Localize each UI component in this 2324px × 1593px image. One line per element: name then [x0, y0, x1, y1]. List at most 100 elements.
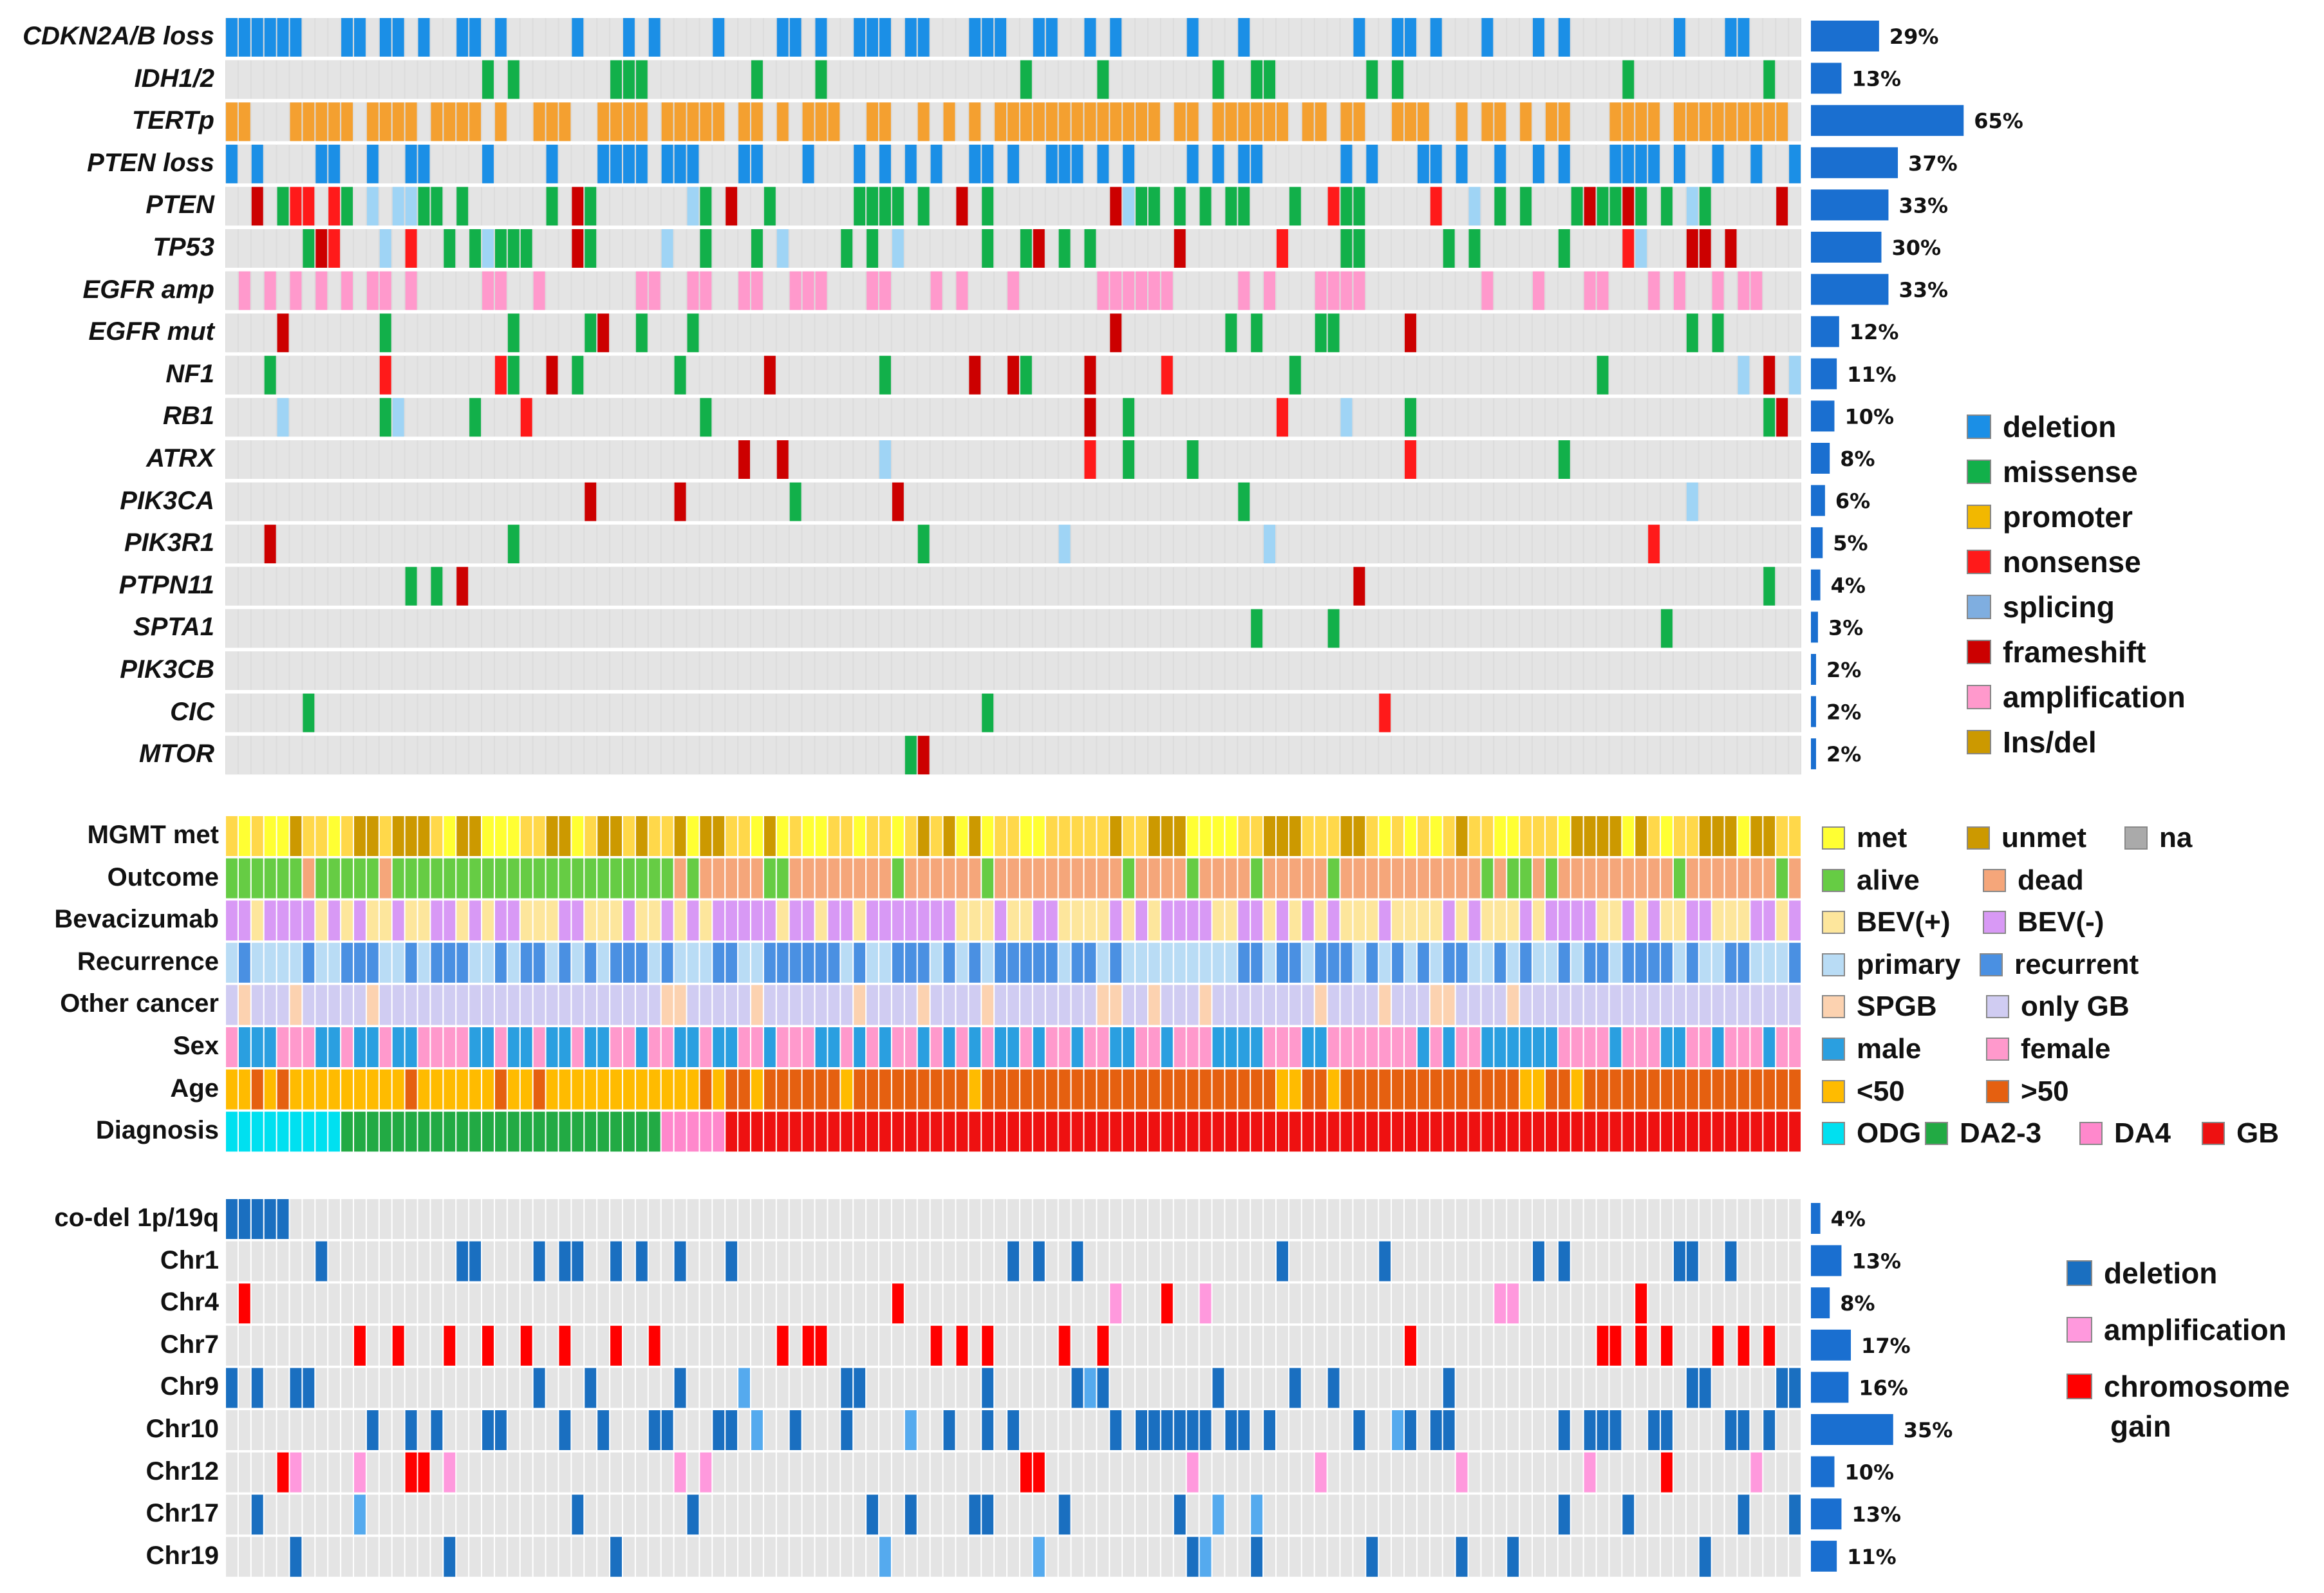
mutation-cell	[995, 609, 1007, 648]
mutation-cell	[1571, 736, 1583, 775]
gene-label: CIC	[170, 697, 214, 726]
mutation-cell	[1123, 440, 1135, 479]
clinical-cell	[507, 1027, 520, 1067]
mutation-cell	[610, 102, 622, 142]
chromosome-cell	[1225, 1325, 1237, 1366]
chromosome-cell	[1238, 1368, 1250, 1408]
mutation-cell	[226, 355, 238, 395]
clinical-cell	[1392, 816, 1404, 856]
clinical-cell	[1097, 816, 1109, 856]
mutation-cell	[1686, 440, 1698, 479]
mutation-cell	[1725, 398, 1737, 437]
mutation-cell	[559, 525, 571, 564]
mutation-cell	[1315, 736, 1327, 775]
clinical-cell	[635, 942, 648, 983]
chromosome-cell	[1738, 1199, 1750, 1239]
mutation-cell	[1738, 187, 1750, 226]
mutation-cell	[648, 144, 661, 183]
clinical-cell	[1738, 1112, 1750, 1152]
mutation-cell	[1545, 398, 1557, 437]
mutation-cell	[379, 651, 391, 690]
mutation-cell	[1405, 60, 1416, 99]
clinical-cell	[1186, 1027, 1199, 1067]
chromosome-cell	[1199, 1283, 1212, 1324]
chromosome-cell	[456, 1495, 469, 1535]
mutation-cell	[1212, 144, 1224, 183]
mutation-cell	[726, 355, 738, 395]
clinical-cell	[764, 985, 776, 1025]
mutation-cell	[1136, 187, 1147, 226]
chromosome-cell	[867, 1452, 879, 1493]
mutation-cell	[1571, 18, 1583, 57]
mutation-cell	[1584, 313, 1596, 353]
clinical-cell	[1725, 1027, 1737, 1067]
clinical-cell	[456, 1069, 469, 1110]
frequency-label: 11%	[1847, 362, 1897, 387]
mutation-cell	[1622, 440, 1635, 479]
mutation-cell	[854, 18, 866, 57]
clinical-cell	[482, 1069, 494, 1110]
mutation-cell	[687, 187, 699, 226]
mutation-cell	[507, 313, 520, 353]
chromosome-cell	[1366, 1199, 1378, 1239]
mutation-cell	[892, 736, 904, 775]
mutation-cell	[1161, 693, 1173, 732]
chromosome-cell	[1571, 1452, 1583, 1493]
mutation-cell	[1340, 313, 1353, 353]
chromosome-cell	[1520, 1325, 1532, 1366]
mutation-cell	[1661, 693, 1673, 732]
mutation-cell	[1212, 271, 1224, 310]
clinical-cell	[700, 1112, 712, 1152]
mutation-cell	[354, 60, 366, 99]
mutation-cell	[854, 525, 866, 564]
mutation-cell	[623, 229, 635, 268]
mutation-cell	[1225, 398, 1237, 437]
mutation-cell	[1648, 271, 1660, 310]
clinical-cell	[1340, 942, 1353, 983]
clinical-cell	[597, 858, 610, 899]
mutation-cell	[328, 271, 341, 310]
clinical-cell	[1456, 985, 1468, 1025]
mutation-cell	[892, 144, 904, 183]
clinical-cell	[1251, 942, 1263, 983]
mutation-cell	[687, 651, 699, 690]
mutation-cell	[585, 313, 597, 353]
mutation-cell	[379, 229, 391, 268]
chromosome-cell	[1327, 1283, 1340, 1324]
clinical-cell	[1199, 942, 1212, 983]
mutation-cell	[1366, 229, 1378, 268]
mutation-cell	[1635, 736, 1647, 775]
mutation-cell	[431, 609, 443, 648]
mutation-cell	[456, 187, 469, 226]
mutation-cell	[444, 736, 456, 775]
chromosome-cell	[1110, 1452, 1122, 1493]
clinical-cell	[930, 942, 942, 983]
chromosome-cell	[930, 1325, 942, 1366]
legend-label: >50	[2021, 1075, 2069, 1107]
clinical-legend-item: unmet	[1967, 824, 2086, 852]
mutation-cell	[482, 102, 494, 142]
chromosome-cell	[1597, 1241, 1609, 1281]
chromosome-cell	[1225, 1452, 1237, 1493]
clinical-cell	[1136, 900, 1147, 941]
chromosome-cell	[1750, 1283, 1763, 1324]
mutation-cell	[1302, 355, 1314, 395]
chromosome-cell	[1289, 1410, 1301, 1450]
mutation-cell	[1430, 187, 1442, 226]
clinical-cell	[635, 985, 648, 1025]
mutation-cell	[1443, 525, 1455, 564]
mutation-cell	[917, 187, 930, 226]
chromosome-cell	[1136, 1452, 1147, 1493]
mutation-cell	[1084, 398, 1096, 437]
chromosome-cell	[815, 1410, 827, 1450]
mutation-cell	[1405, 313, 1416, 353]
chromosome-cell	[1673, 1199, 1685, 1239]
mutation-cell	[648, 609, 661, 648]
chromosome-cell	[1110, 1199, 1122, 1239]
clinical-cell	[1123, 816, 1135, 856]
mutation-cell	[1302, 525, 1314, 564]
chromosome-cell	[290, 1325, 302, 1366]
clinical-cell	[520, 985, 532, 1025]
clinical-cell	[507, 985, 520, 1025]
mutation-cell	[1725, 229, 1737, 268]
